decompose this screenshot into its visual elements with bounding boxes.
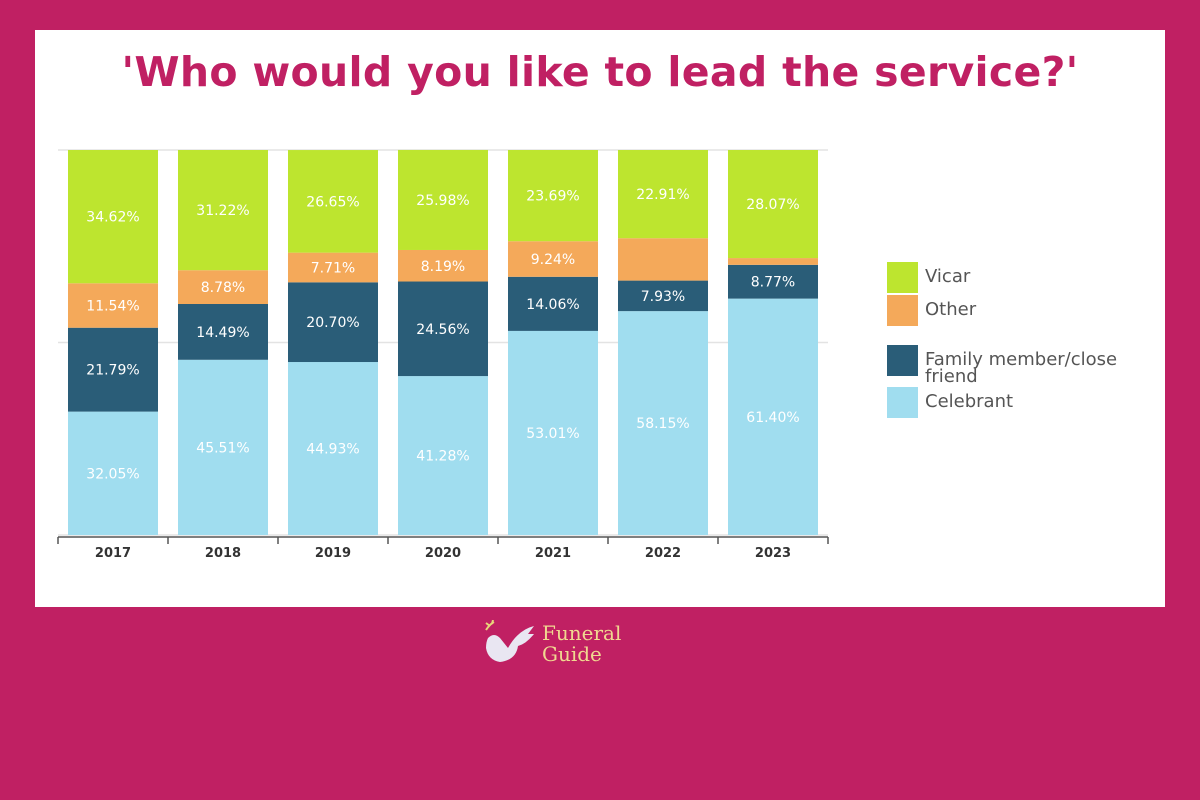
data-label: 11.54% [86, 299, 139, 315]
data-label: 14.06% [526, 297, 579, 313]
bar-segment [508, 150, 598, 242]
bar-segment [68, 411, 158, 535]
bar-segment [618, 238, 708, 281]
dove-icon [485, 620, 534, 662]
bar-segment [288, 282, 378, 363]
bar-segment [728, 298, 818, 535]
legend-item: Family member/close friend [887, 345, 1167, 387]
legend-item: Celebrant [887, 387, 1167, 418]
data-label: 21.79% [86, 363, 139, 379]
legend-swatch [887, 262, 918, 293]
data-label: 53.01% [526, 426, 579, 442]
x-tick-label: 2017 [95, 546, 131, 561]
legend-swatch [887, 295, 918, 326]
data-label: 14.49% [196, 325, 249, 341]
bar-segment [288, 150, 378, 253]
data-label: 31.22% [196, 203, 249, 219]
bar-segment [728, 264, 818, 299]
legend-label: Celebrant [925, 391, 1014, 412]
data-label: 23.69% [526, 189, 579, 205]
chart-title: 'Who would you like to lead the service?… [121, 48, 1079, 96]
bar-segment [178, 270, 268, 304]
funeral-guide-logo: Funeral Guide [480, 620, 621, 668]
data-label: 34.62% [86, 210, 139, 226]
bar-segment [178, 150, 268, 271]
bar-segment [508, 276, 598, 331]
bar-segment [728, 258, 818, 265]
data-label: 41.28% [416, 449, 469, 465]
bar-segment [68, 283, 158, 328]
data-label: 26.65% [306, 194, 359, 210]
data-label: 9.24% [531, 252, 575, 268]
legend-swatch [887, 387, 918, 418]
data-label: 7.93% [641, 289, 685, 305]
data-label: 7.71% [311, 260, 355, 276]
data-label: 58.15% [636, 416, 689, 432]
data-label: 24.56% [416, 322, 469, 338]
data-label: 32.05% [86, 466, 139, 482]
x-tick-label: 2019 [315, 546, 351, 561]
bar-segment [68, 150, 158, 284]
legend-item: Other [887, 295, 1167, 326]
bar-segment [618, 280, 708, 312]
data-label: 8.19% [421, 259, 465, 275]
data-label: 8.77% [751, 275, 795, 291]
legend-item: Vicar [887, 262, 1167, 293]
x-tick-label: 2021 [535, 546, 571, 561]
bar-segment [398, 376, 488, 535]
bar-segment [728, 150, 818, 259]
data-label: 20.70% [306, 315, 359, 331]
bar-segment [288, 362, 378, 535]
data-label: 28.07% [746, 197, 799, 213]
bar-segment [178, 304, 268, 360]
logo-line2: Guide [542, 642, 602, 666]
data-label: 44.93% [306, 442, 359, 458]
logo-line1: Funeral [542, 621, 622, 645]
legend-label: Family member/close friend [925, 349, 1118, 387]
bar-segment [288, 252, 378, 283]
bar-segment [618, 150, 708, 239]
data-label: 25.98% [416, 193, 469, 209]
bar-segment [508, 330, 598, 535]
legend-label: Vicar [925, 266, 971, 287]
x-tick-label: 2022 [645, 546, 681, 561]
bar-segment [618, 311, 708, 535]
bar-segment [398, 249, 488, 282]
x-tick-label: 2020 [425, 546, 461, 561]
bar-segment [398, 149, 488, 250]
bar-segment [178, 359, 268, 535]
data-label: 45.51% [196, 440, 249, 456]
x-tick-label: 2023 [755, 546, 791, 561]
bar-segment [508, 241, 598, 277]
data-label: 22.91% [636, 187, 689, 203]
data-label: 61.40% [746, 410, 799, 426]
legend-label: Other [925, 299, 977, 320]
x-tick-label: 2018 [205, 546, 241, 561]
legend-swatch [887, 345, 918, 376]
bar-segment [68, 327, 158, 412]
bar-segment [398, 281, 488, 377]
data-label: 8.78% [201, 280, 245, 296]
